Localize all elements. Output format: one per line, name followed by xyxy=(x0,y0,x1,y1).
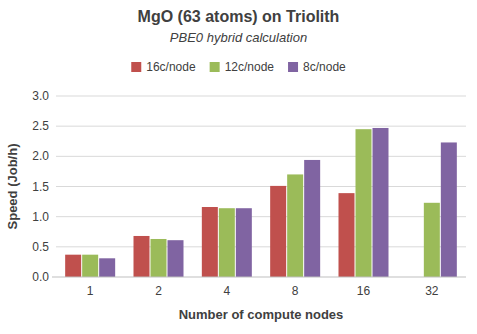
bar xyxy=(99,258,115,277)
bar xyxy=(65,255,81,277)
y-tick-label: 0.5 xyxy=(32,240,49,254)
legend-label: 16c/node xyxy=(146,60,196,74)
bar xyxy=(373,128,389,277)
grid-line xyxy=(56,96,466,97)
legend-swatch xyxy=(131,62,141,72)
legend-label: 8c/node xyxy=(303,60,346,74)
bar xyxy=(356,129,372,277)
bar xyxy=(304,160,320,277)
legend-label: 12c/node xyxy=(225,60,275,74)
x-tick-label: 32 xyxy=(425,284,439,298)
bar xyxy=(82,255,98,277)
x-axis-label: Number of compute nodes xyxy=(179,307,344,322)
legend-swatch xyxy=(288,62,298,72)
x-tick-label: 4 xyxy=(223,284,230,298)
x-tick-label: 2 xyxy=(155,284,162,298)
bar xyxy=(168,240,184,277)
bar xyxy=(151,239,167,277)
chart: MgO (63 atoms) on Triolith PBE0 hybrid ca… xyxy=(0,0,477,334)
bar xyxy=(236,208,252,277)
y-tick-label: 2.5 xyxy=(32,119,49,133)
bar xyxy=(219,208,235,277)
y-axis-label: Speed (Job/h) xyxy=(5,144,20,230)
bars xyxy=(65,128,457,277)
subtitle: PBE0 hybrid calculation xyxy=(170,30,307,45)
x-tick-label: 8 xyxy=(292,284,299,298)
title: MgO (63 atoms) on Triolith xyxy=(138,8,340,25)
y-tick-label: 3.0 xyxy=(32,89,49,103)
legend: 16c/node 12c/node 8c/node xyxy=(131,60,346,74)
y-tick-label: 2.0 xyxy=(32,149,49,163)
bar xyxy=(424,203,440,277)
legend-swatch xyxy=(210,62,220,72)
bar xyxy=(441,142,457,277)
bar xyxy=(202,207,218,277)
bar xyxy=(270,186,286,277)
grid-line xyxy=(56,216,466,217)
tick xyxy=(52,277,56,278)
y-tick-label: 1.5 xyxy=(32,180,49,194)
grid-line xyxy=(56,126,466,127)
y-tick-label: 0.0 xyxy=(32,270,49,284)
x-tick-label: 16 xyxy=(357,284,371,298)
x-tick-label: 1 xyxy=(87,284,94,298)
bar xyxy=(134,236,150,277)
x-axis xyxy=(56,277,466,278)
y-tick-label: 1.0 xyxy=(32,210,49,224)
grid-line xyxy=(56,246,466,247)
grid-line xyxy=(56,156,466,157)
bar xyxy=(287,174,303,277)
grid-line xyxy=(56,186,466,187)
bar xyxy=(339,193,355,277)
